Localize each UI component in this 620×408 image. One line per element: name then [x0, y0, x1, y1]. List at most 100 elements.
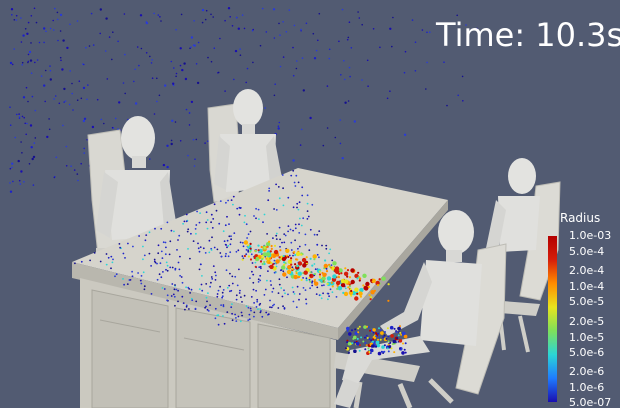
particle — [300, 224, 303, 227]
particle — [263, 246, 266, 249]
particle — [426, 61, 428, 64]
particle — [76, 173, 79, 175]
particle — [350, 47, 353, 49]
particle — [235, 317, 237, 319]
particle — [117, 40, 119, 43]
particle — [319, 294, 322, 296]
legend-tick: 5.0e-6 — [569, 346, 605, 359]
particle — [273, 244, 277, 247]
particle — [263, 262, 266, 266]
particle — [236, 284, 239, 287]
particle — [346, 269, 350, 272]
particle — [328, 48, 331, 51]
particle — [217, 71, 220, 74]
particle — [386, 327, 389, 330]
particle — [198, 250, 201, 253]
particle — [157, 244, 160, 247]
particle — [29, 124, 33, 127]
particle — [249, 307, 252, 310]
particle — [302, 89, 305, 92]
particle — [292, 74, 295, 77]
particle — [279, 65, 282, 68]
particle — [123, 13, 126, 15]
particle — [371, 344, 375, 348]
particle — [340, 272, 343, 275]
particle — [312, 254, 317, 259]
particle — [187, 248, 189, 250]
particle — [339, 142, 342, 145]
particle — [22, 34, 25, 37]
particle — [281, 241, 283, 244]
particle — [31, 157, 34, 161]
particle — [300, 128, 303, 131]
particle — [301, 194, 304, 197]
radius-colorbar[interactable] — [548, 236, 557, 402]
particle — [171, 266, 174, 269]
particle — [178, 234, 181, 237]
particle — [253, 315, 255, 318]
particle — [222, 289, 225, 291]
particle — [323, 280, 326, 283]
aerosol-particle-cloud — [9, 7, 478, 199]
particle — [221, 291, 224, 294]
particle — [231, 275, 234, 278]
mannequin-back-left — [96, 116, 176, 240]
time-value: 10.3s — [535, 16, 620, 54]
particle — [283, 307, 286, 309]
particle — [9, 167, 12, 170]
particle — [267, 313, 270, 316]
particle — [282, 187, 284, 190]
particle — [258, 256, 261, 259]
particle — [263, 294, 266, 296]
particle — [217, 289, 220, 292]
particle — [235, 320, 238, 322]
particle — [143, 254, 146, 257]
particle — [241, 301, 243, 303]
particle — [461, 75, 464, 78]
particle — [210, 60, 213, 63]
particle — [206, 308, 209, 311]
particle — [198, 288, 201, 290]
particle — [292, 206, 295, 209]
particle — [292, 229, 294, 232]
particle — [369, 352, 372, 354]
particle — [115, 273, 118, 276]
particle — [293, 293, 296, 295]
particle — [303, 270, 308, 275]
particle — [78, 80, 81, 82]
particle — [266, 279, 268, 282]
particle — [188, 124, 191, 126]
particle — [354, 273, 359, 279]
particle — [241, 258, 244, 261]
particle — [80, 97, 83, 100]
particle — [204, 18, 207, 21]
particle — [190, 100, 194, 104]
particle — [391, 343, 394, 346]
particle — [99, 32, 101, 35]
particle — [63, 101, 65, 103]
particle — [262, 252, 267, 257]
legend-tick: 2.0e-5 — [569, 315, 605, 328]
particle — [295, 67, 298, 70]
particle — [36, 59, 39, 61]
particle — [259, 279, 262, 282]
particle — [225, 269, 228, 272]
particle — [223, 322, 226, 325]
particle — [221, 296, 224, 299]
particle — [330, 264, 333, 266]
particle — [11, 14, 13, 16]
particle — [295, 306, 298, 309]
particle — [160, 250, 163, 253]
particle — [376, 284, 380, 287]
particle — [331, 291, 334, 294]
particle — [284, 234, 287, 237]
particle — [336, 287, 339, 290]
particle — [282, 272, 287, 277]
particle — [302, 217, 305, 220]
particle — [363, 325, 367, 329]
particle — [83, 152, 85, 154]
particle — [230, 235, 232, 238]
particle — [313, 263, 316, 265]
